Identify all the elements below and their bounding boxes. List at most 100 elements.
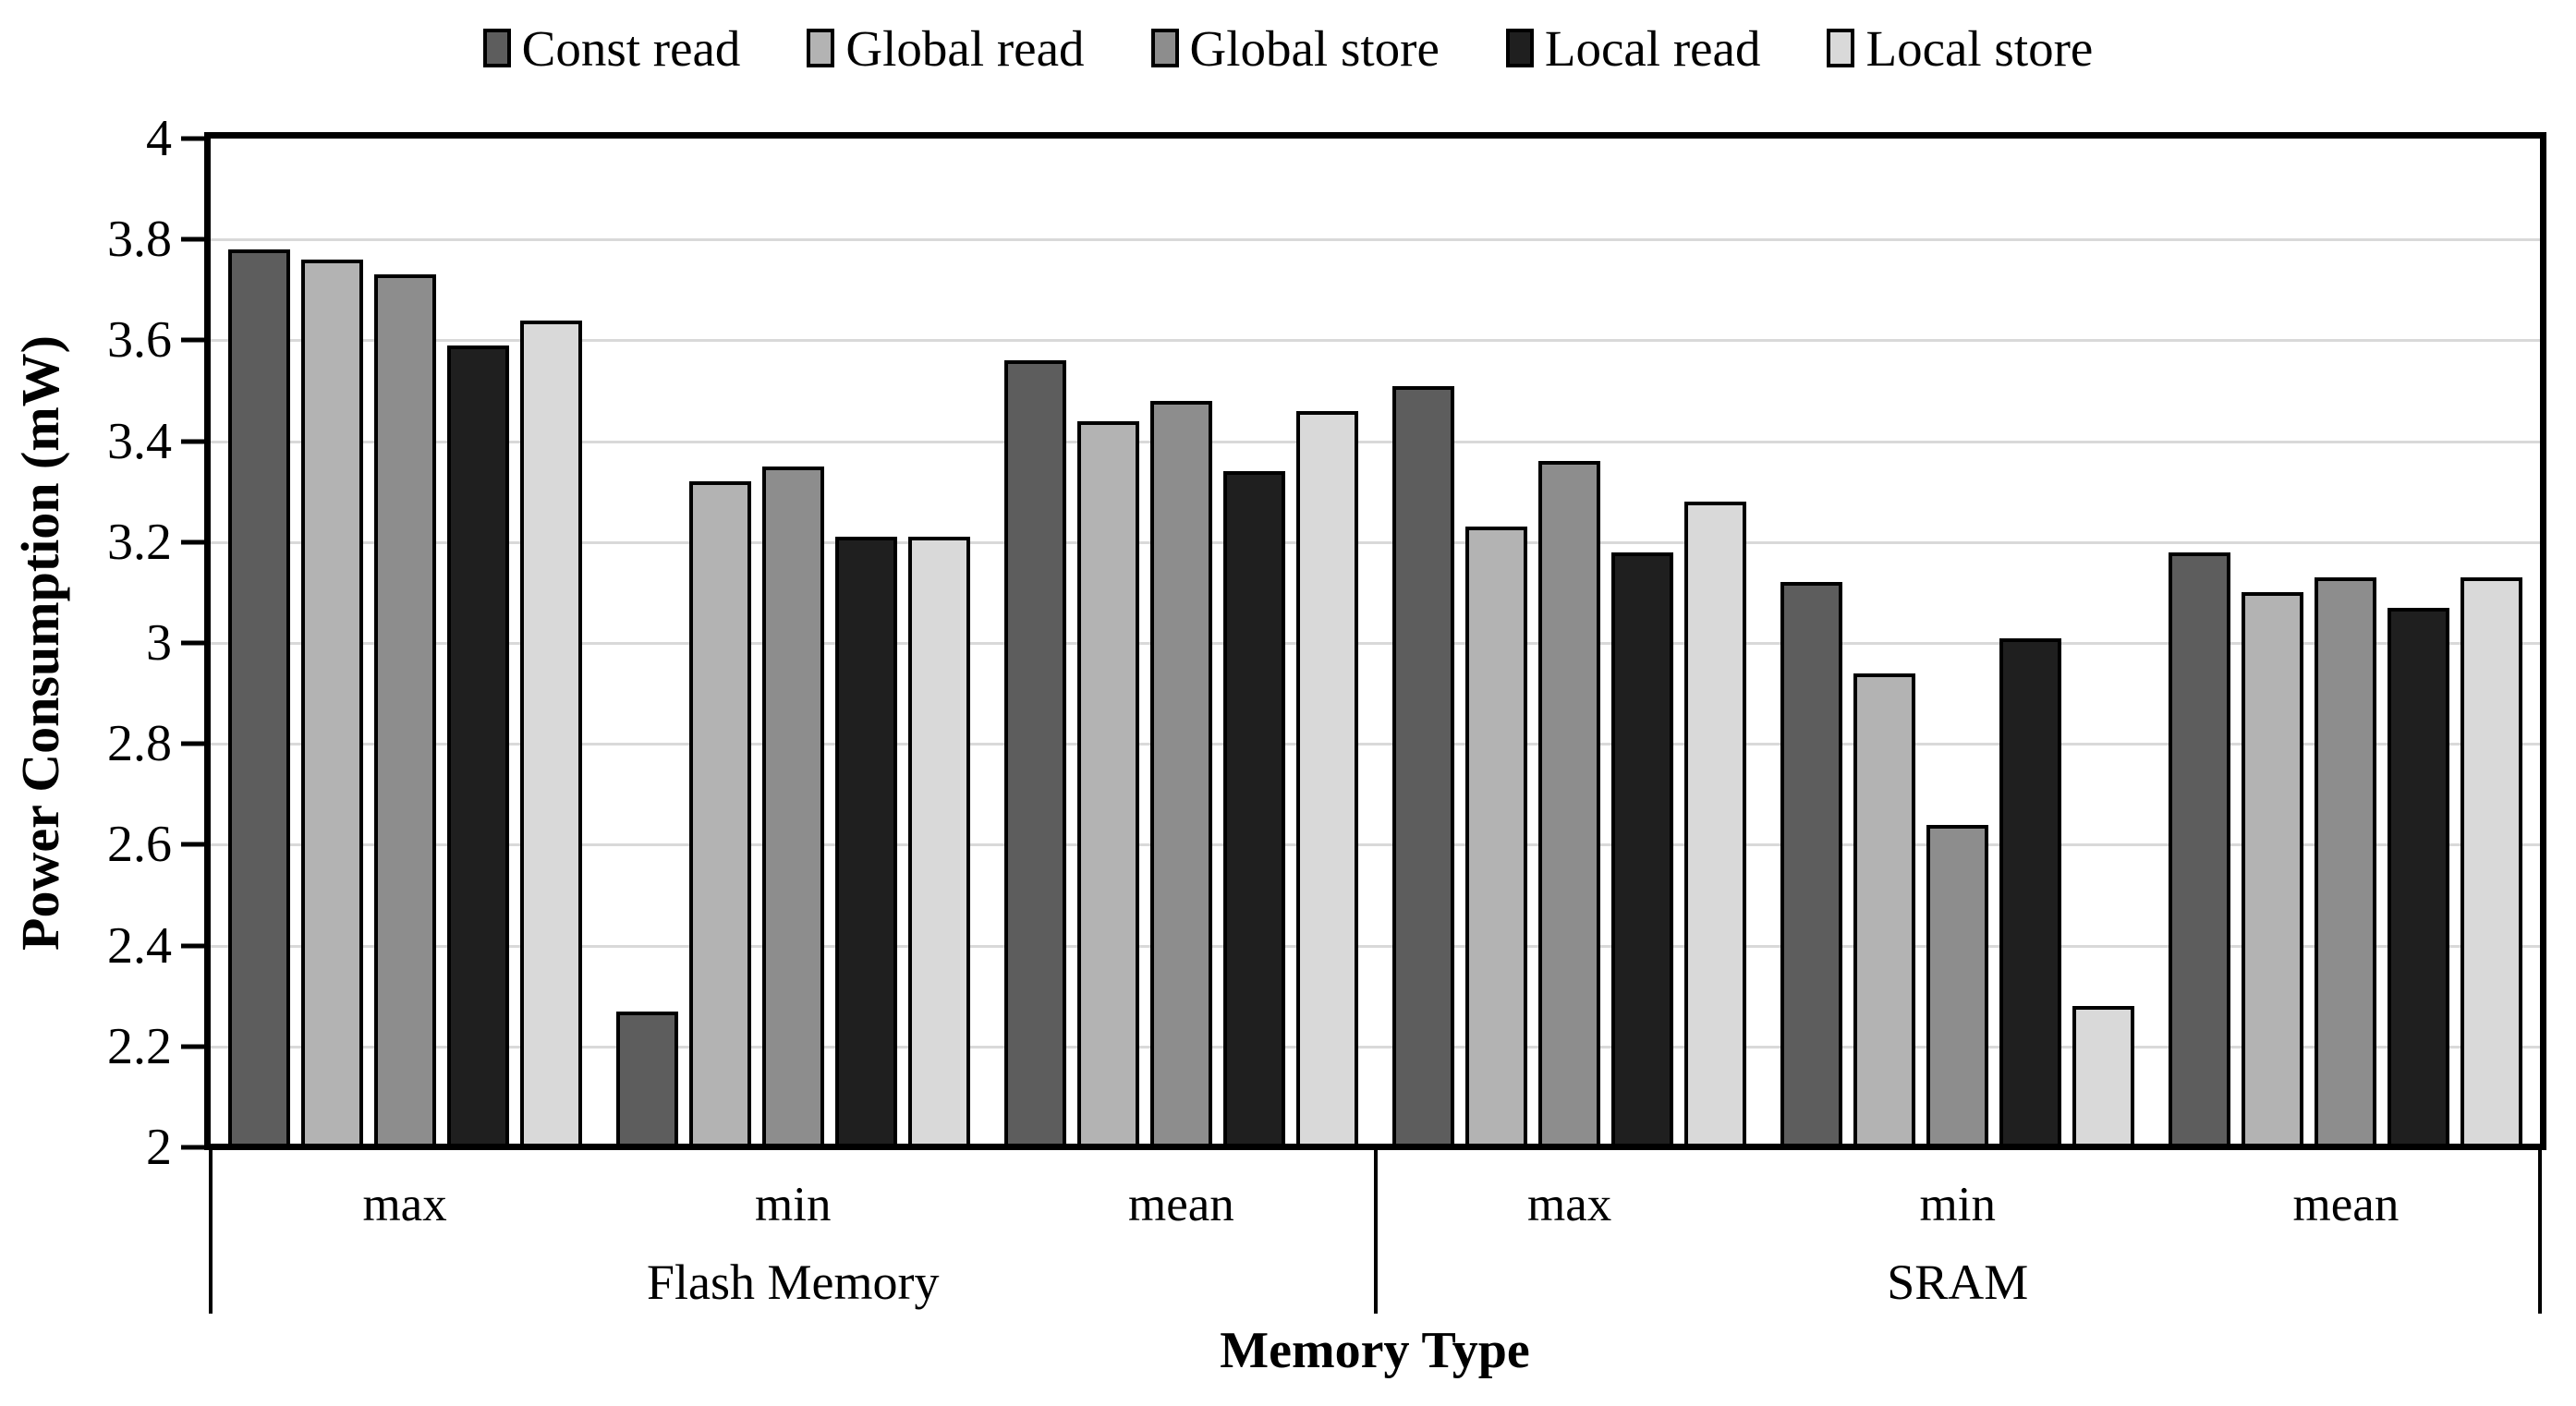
bar-const-read-flash-memory-max xyxy=(227,249,290,1147)
y-tick-label: 2.8 xyxy=(107,715,172,773)
x-group-label-sram: SRAM xyxy=(1887,1254,2029,1310)
x-category-label: min xyxy=(755,1178,832,1231)
legend: Const read Global read Global store Local r… xyxy=(0,13,2576,83)
legend-item-local-read: Local read xyxy=(1505,19,1761,77)
legend-item-const-read: Const read xyxy=(482,19,741,77)
plot-border-right xyxy=(2540,132,2546,1147)
bar-local-read-sram-min xyxy=(1999,637,2062,1147)
gridline xyxy=(211,238,2540,242)
bar-const-read-sram-min xyxy=(1780,582,1843,1147)
bar-global-read-sram-min xyxy=(1853,673,1916,1147)
plot-area xyxy=(211,139,2540,1147)
y-tick-mark xyxy=(181,136,207,141)
y-tick-mark xyxy=(181,842,207,847)
bar-local-store-sram-max xyxy=(1684,502,1747,1147)
bar-local-store-flash-memory-max xyxy=(519,320,582,1147)
x-axis-line xyxy=(204,1144,2546,1150)
y-tick-label: 3.2 xyxy=(107,513,172,571)
bars xyxy=(211,139,2540,1147)
plot-border-top xyxy=(204,132,2546,139)
legend-label: Local store xyxy=(1865,19,2094,77)
bar-const-read-sram-mean xyxy=(2169,551,2231,1147)
gridline xyxy=(211,540,2540,544)
legend-swatch-icon xyxy=(807,29,835,67)
y-tick-label: 3.4 xyxy=(107,412,172,470)
bar-global-store-flash-memory-min xyxy=(761,466,824,1147)
legend-swatch-icon xyxy=(1150,29,1179,67)
legend-item-local-store: Local store xyxy=(1827,23,2093,74)
bar-local-read-flash-memory-min xyxy=(834,537,897,1147)
y-tick-mark xyxy=(181,337,207,343)
y-tick-label: 3 xyxy=(146,614,172,672)
bar-local-read-flash-memory-max xyxy=(446,345,509,1147)
bar-global-read-flash-memory-min xyxy=(688,481,751,1147)
legend-swatch-icon xyxy=(1827,29,1855,67)
y-tick-label: 4 xyxy=(146,110,172,167)
gridline xyxy=(211,339,2540,343)
bar-cluster-sram-mean xyxy=(2152,139,2540,1147)
gridline xyxy=(211,944,2540,948)
bar-local-store-flash-memory-min xyxy=(907,537,970,1147)
x-category-label: mean xyxy=(1128,1178,1234,1231)
y-tick-label: 2.6 xyxy=(107,816,172,874)
y-tick-label: 2.2 xyxy=(107,1017,172,1075)
y-tick-mark xyxy=(181,640,207,646)
x-axis-divider xyxy=(1373,1147,1378,1314)
x-axis-divider xyxy=(209,1147,213,1314)
x-category-label: max xyxy=(1526,1178,1612,1231)
legend-label: Const read xyxy=(521,19,741,77)
x-category-labels: max min mean max min mean xyxy=(211,1171,2540,1238)
y-tick-mark xyxy=(181,741,207,746)
bar-cluster-flash-memory-mean xyxy=(987,139,1375,1147)
bar-global-read-sram-max xyxy=(1465,527,1528,1147)
bar-cluster-flash-memory-max xyxy=(211,139,599,1147)
bar-const-read-flash-memory-min xyxy=(615,1011,678,1147)
gridline xyxy=(211,642,2540,645)
bar-local-read-sram-mean xyxy=(2388,607,2450,1147)
y-tick-label: 2.4 xyxy=(107,916,172,975)
bar-cluster-flash-memory-min xyxy=(599,139,987,1147)
bar-global-read-flash-memory-max xyxy=(300,260,363,1147)
x-axis-divider xyxy=(2538,1147,2542,1314)
legend-item-global-read: Global read xyxy=(807,19,1085,77)
x-category-label: max xyxy=(362,1178,447,1231)
y-tick-mark xyxy=(181,439,207,444)
y-tick-label: 3.6 xyxy=(107,311,172,370)
bar-global-read-sram-mean xyxy=(2242,592,2304,1147)
bar-local-read-flash-memory-mean xyxy=(1222,471,1285,1147)
bar-global-store-sram-min xyxy=(1926,824,1989,1147)
bar-global-read-flash-memory-mean xyxy=(1076,420,1139,1147)
y-tick-mark xyxy=(181,236,207,242)
bar-global-store-sram-mean xyxy=(2315,577,2377,1147)
bar-const-read-flash-memory-mean xyxy=(1003,360,1066,1147)
bar-global-store-flash-memory-mean xyxy=(1149,400,1212,1147)
legend-label: Global store xyxy=(1189,19,1440,77)
legend-item-global-store: Global store xyxy=(1150,19,1440,77)
legend-label: Local read xyxy=(1544,19,1761,77)
y-tick-mark xyxy=(181,943,207,949)
x-axis-title: Memory Type xyxy=(1220,1322,1530,1379)
x-category-label: min xyxy=(1919,1178,1996,1231)
y-axis-line xyxy=(204,132,211,1147)
y-tick-mark xyxy=(181,1044,207,1049)
bar-global-store-sram-max xyxy=(1538,461,1601,1147)
gridline xyxy=(211,440,2540,443)
bar-local-store-sram-min xyxy=(2072,1006,2135,1147)
y-tick-label: 3.8 xyxy=(107,211,172,269)
gridline xyxy=(211,843,2540,847)
legend-swatch-icon xyxy=(482,29,511,67)
x-group-labels: Flash Memory SRAM xyxy=(211,1249,2540,1315)
bar-local-read-sram-max xyxy=(1611,551,1674,1147)
y-tick-label: 2 xyxy=(146,1119,172,1176)
y-tick-mark xyxy=(181,1145,207,1150)
legend-label: Global read xyxy=(845,19,1085,77)
gridline xyxy=(211,743,2540,746)
bar-global-store-flash-memory-max xyxy=(373,274,436,1147)
bar-local-store-flash-memory-mean xyxy=(1295,410,1358,1147)
x-group-label-flash-memory: Flash Memory xyxy=(647,1254,940,1310)
bar-cluster-sram-min xyxy=(1764,139,2152,1147)
y-tick-mark xyxy=(181,539,207,545)
gridline xyxy=(211,1045,2540,1048)
legend-swatch-icon xyxy=(1505,29,1534,67)
